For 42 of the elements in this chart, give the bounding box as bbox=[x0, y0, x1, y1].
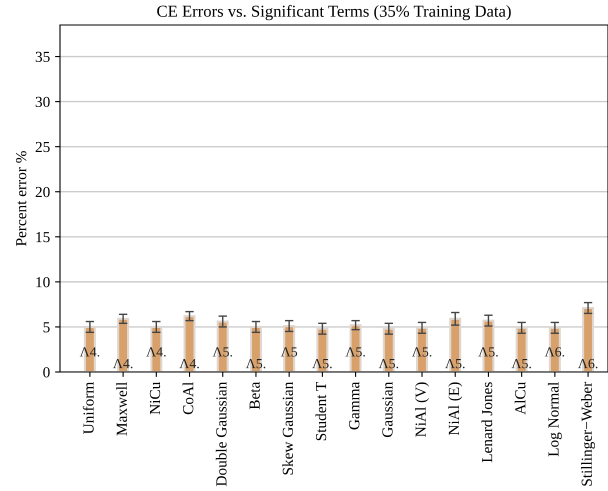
x-tick-label: NiAl (V) bbox=[415, 382, 429, 437]
x-tick-label: Beta bbox=[250, 382, 260, 410]
annotation: Λ5 bbox=[280, 347, 298, 357]
x-tick-label: Stillinger−Weber bbox=[581, 382, 596, 486]
y-axis-title: Percent error % bbox=[16, 151, 26, 246]
y-tick-label: 0 bbox=[43, 367, 50, 378]
annotation: Λ5. bbox=[246, 358, 266, 368]
x-tick-label: Uniform bbox=[82, 382, 94, 434]
x-tick-label: Skew Gaussian bbox=[282, 382, 293, 474]
x-tick-label: CoAl bbox=[182, 382, 194, 414]
y-tick-label: 35 bbox=[36, 52, 50, 62]
x-tick-label: NiCu bbox=[150, 382, 160, 414]
x-tick-label: AlCu bbox=[514, 382, 526, 415]
x-tick-label: Log Normal bbox=[548, 382, 562, 456]
y-tick-label: 10 bbox=[36, 277, 50, 288]
x-tick-label: Gamma bbox=[349, 382, 360, 430]
x-tick-label: NiAl (E) bbox=[448, 382, 462, 436]
annotation: Λ5. bbox=[312, 358, 332, 368]
annotation: Λ5. bbox=[512, 358, 531, 368]
annotation: Λ6. bbox=[544, 347, 564, 357]
annotation: Λ5. bbox=[478, 347, 498, 357]
chart-title: CE Errors vs. Significant Terms (35% Training Data) bbox=[157, 4, 511, 20]
annotation: Λ6. bbox=[578, 358, 598, 368]
annotation: Λ4. bbox=[179, 358, 199, 368]
x-tick-label: Student T bbox=[315, 382, 326, 440]
annotation: Λ4. bbox=[112, 358, 132, 368]
annotation: Λ5. bbox=[445, 358, 465, 368]
annotation: Λ4. bbox=[80, 347, 100, 357]
y-tick-label: 20 bbox=[36, 186, 50, 198]
x-tick-label: Lenard Jones bbox=[482, 382, 492, 462]
x-tick-label: Maxwell bbox=[116, 382, 127, 436]
annotation: Λ5. bbox=[345, 347, 365, 357]
annotation: Λ5. bbox=[212, 347, 232, 357]
y-tick-label: 15 bbox=[36, 232, 50, 242]
x-tick-label: Double Gaussian bbox=[216, 382, 227, 486]
y-tick-label: 30 bbox=[36, 96, 50, 108]
annotation: Λ5. bbox=[378, 358, 398, 368]
annotation: Λ5. bbox=[412, 347, 432, 357]
y-tick-label: 25 bbox=[36, 142, 50, 152]
annotation: Λ4. bbox=[146, 347, 166, 357]
y-tick-label: 5 bbox=[44, 322, 50, 332]
x-tick-label: Gaussian bbox=[382, 382, 393, 438]
